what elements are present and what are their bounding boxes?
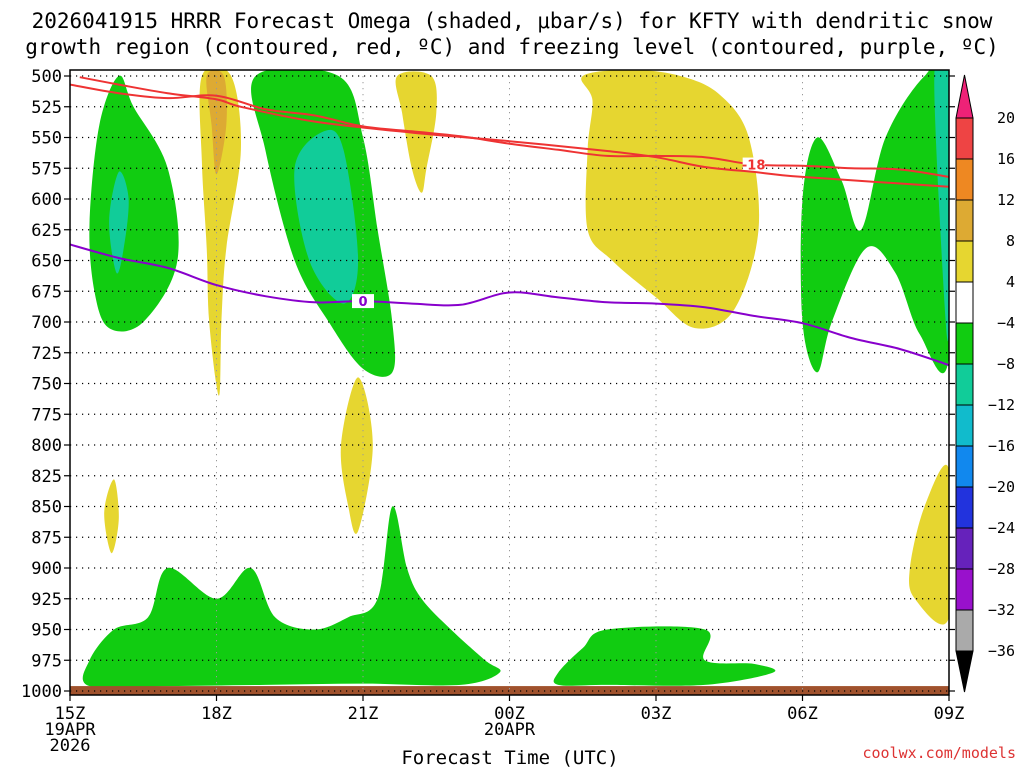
colorbar-label: −32 [988,601,1015,619]
colorbar-segment [955,486,974,529]
time-tick-label: 09Z [934,704,965,724]
pressure-tick-label: 775 [31,405,62,425]
colorbar-label: 12 [997,191,1015,209]
omega-region [909,464,949,625]
pressure-tick-label: 1000 [21,682,62,702]
colorbar-label: −20 [988,478,1015,496]
colorbar-segment [955,609,974,652]
colorbar-segment [955,117,974,160]
title-line-1: 2026041915 HRRR Forecast Omega (shaded, … [32,9,993,33]
pressure-tick-label: 625 [31,221,62,241]
omega-region [553,626,776,686]
pressure-tick-label: 650 [31,252,62,272]
contour-label-bg [352,294,374,309]
colorbar-segment [955,199,974,242]
pressure-tick-label: 575 [31,159,62,179]
pressure-tick-label: 525 [31,98,62,118]
colorbar-label: 8 [1006,232,1015,250]
time-tick-label: 06Z [787,704,818,724]
omega-region [340,377,373,534]
time-tick-label: 03Z [641,704,672,724]
contour-label: -18 [742,159,766,174]
colorbar-segment [955,158,974,201]
omega-region [104,479,119,554]
pressure-tick-label: 850 [31,498,62,518]
pressure-tick-label: 925 [31,590,62,610]
omega-region [109,171,129,274]
colorbar-label: 4 [1006,273,1015,291]
dgz-contour [79,76,949,188]
pressure-tick-label: 900 [31,559,62,579]
pressure-tick-label: 500 [31,67,62,87]
pressure-tick-label: 675 [31,282,62,302]
contour-label-bg [742,157,765,172]
colorbar-label: −24 [988,519,1015,537]
colorbar-label: −8 [997,355,1015,373]
colorbar-label: −28 [988,560,1015,578]
pressure-tick-label: 600 [31,190,62,210]
colorbar-label: −4 [997,314,1015,332]
title-line-2: growth region (contoured, red, ºC) and f… [25,35,999,59]
colorbar-label: −36 [988,642,1015,660]
pressure-tick-label: 750 [31,375,62,395]
time-tick-label: 15Z [55,704,86,724]
omega-region [800,70,949,374]
contour-label: 0 [358,295,367,310]
x-axis-title: Forecast Time (UTC) [401,747,618,768]
pressure-tick-label: 875 [31,528,62,548]
time-tick-label: 19APR [44,720,96,740]
omega-region [199,70,241,396]
omega-colorbar: 20 16 12 8 4 −4 −8 −12 −16 −20 −24 −28 −32 −36 [955,74,1015,693]
time-tick-label: 2026 [50,736,91,756]
ground-strip [70,686,949,695]
chart-title: 2026041915 HRRR Forecast Omega (shaded, … [25,9,999,59]
colorbar-segment [955,527,974,570]
time-tick-label: 20APR [484,720,536,740]
omega-region [934,70,949,342]
pressure-tick-label: 800 [31,436,62,456]
colorbar-label: −12 [988,396,1015,414]
colorbar-segment [955,322,974,365]
colorbar-label: 20 [997,109,1015,127]
pressure-tick-label: 950 [31,621,62,641]
time-tick-label: 21Z [348,704,379,724]
colorbar-segment [955,568,974,611]
colorbar-bottom-triangle [955,650,974,693]
colorbar-segment [955,445,974,488]
pressure-tick-label: 550 [31,129,62,149]
colorbar-segment [955,240,974,283]
pressure-tick-label: 975 [31,651,62,671]
time-tick-label: 18Z [201,704,232,724]
colorbar-segment [955,363,974,406]
colorbar-segment [955,404,974,447]
colorbar-label: −16 [988,437,1015,455]
pressure-tick-label: 825 [31,467,62,487]
colorbar-segment [955,281,974,324]
pressure-tick-label: 725 [31,344,62,364]
omega-region [82,506,501,689]
dgz-contour [70,83,949,178]
credit-link[interactable]: coolwx.com/models [862,744,1016,762]
omega-region [89,75,179,332]
pressure-axis: 500 525 550 575 600 625 650 675 700 725 750 775 800 8… [21,67,955,702]
pressure-tick-label: 700 [31,313,62,333]
temperature-contours: -18 0 [70,76,949,367]
colorbar-label: 16 [997,150,1015,168]
colorbar-top-triangle [955,74,974,119]
time-tick-label: 00Z [494,704,525,724]
freezing-level-contour [70,243,949,367]
